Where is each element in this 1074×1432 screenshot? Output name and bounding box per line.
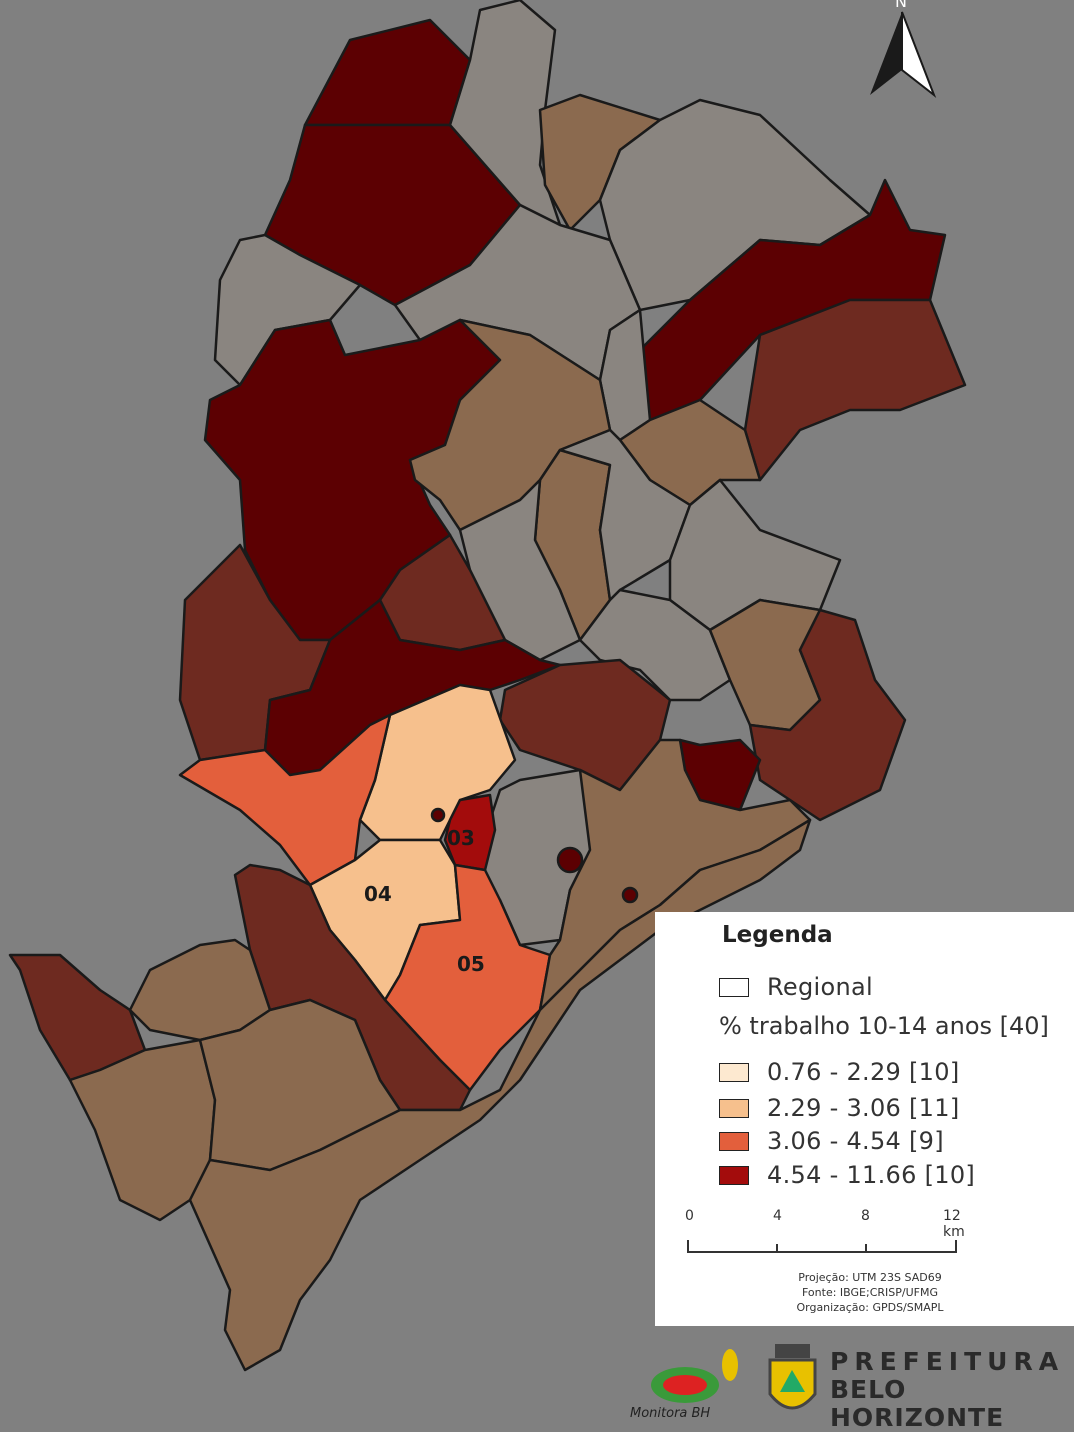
north-arrow-icon	[870, 11, 937, 99]
logos: Monitora BH PREFEITURA BELO HORIZONTE	[630, 1340, 1074, 1432]
region-north-1	[303, 18, 472, 127]
region-c3-west	[178, 713, 392, 887]
legend-title: Legenda	[722, 922, 833, 948]
map-credits: Projeção: UTM 23S SAD69 Fonte: IBGE;CRIS…	[655, 1270, 1074, 1315]
region-c3-05	[383, 863, 552, 1092]
class-3-label: 3.06 - 4.54 [9]	[767, 1127, 944, 1155]
region-west-dark	[203, 318, 502, 642]
legend-row-class-4: 4.54 - 11.66 [10]	[719, 1160, 975, 1189]
region-c4-03	[443, 793, 497, 872]
region-east-brownred-2	[748, 608, 907, 822]
legend-row-regional: Regional	[719, 972, 873, 1001]
scale-bar: 0 4 8 12 km	[685, 1208, 965, 1268]
region-s-tan-4	[188, 818, 812, 1372]
legend-variable-label: % trabalho 10-14 anos [40]	[719, 1012, 1049, 1040]
region-s-tan-1	[128, 938, 272, 1042]
legend-regional-label: Regional	[767, 973, 873, 1001]
class-4-label: 4.54 - 11.66 [10]	[767, 1161, 976, 1189]
legend-row-class-2: 2.29 - 3.06 [11]	[719, 1093, 960, 1122]
class-2-swatch	[719, 1098, 749, 1118]
region-east-tan	[708, 598, 822, 732]
class-1-swatch	[719, 1062, 749, 1082]
bh-coat-of-arms-icon	[768, 1344, 817, 1410]
monitora-text: Monitora BH	[630, 1406, 711, 1421]
class-2-label: 2.29 - 3.06 [11]	[767, 1094, 960, 1122]
projection-text: Projeção: UTM 23S SAD69	[798, 1271, 942, 1284]
organization-text: Organização: GPDS/SMAPL	[796, 1301, 944, 1314]
prefeitura-wordmark: PREFEITURA BELO HORIZONTE	[830, 1348, 1074, 1432]
legend-row-class-1: 0.76 - 2.29 [10]	[719, 1057, 960, 1086]
class-1-label: 0.76 - 2.29 [10]	[767, 1058, 960, 1086]
legend: Legenda Regional % trabalho 10-14 anos […	[655, 912, 1074, 1326]
scale-tick-8: 8	[861, 1208, 870, 1224]
district-label-04: 04	[364, 882, 392, 906]
scale-bar-line	[687, 1240, 957, 1253]
north-label: N	[895, 0, 907, 11]
class-4-swatch	[719, 1165, 749, 1185]
source-text: Fonte: IBGE;CRISP/UFMG	[802, 1286, 938, 1299]
scale-tick-4: 4	[773, 1208, 782, 1224]
district-label-05: 05	[457, 952, 485, 976]
regional-swatch	[719, 977, 749, 997]
region-east-brownred	[743, 298, 967, 482]
legend-row-class-3: 3.06 - 4.54 [9]	[719, 1126, 944, 1155]
scale-tick-12: 12 km	[943, 1208, 965, 1240]
prefeitura-line1: PREFEITURA	[830, 1347, 1065, 1376]
class-3-swatch	[719, 1131, 749, 1151]
scale-tick-0: 0	[685, 1208, 694, 1224]
district-label-03: 03	[447, 826, 475, 850]
north-arrow: N	[860, 0, 940, 105]
monitora-logo-icon	[651, 1349, 738, 1403]
